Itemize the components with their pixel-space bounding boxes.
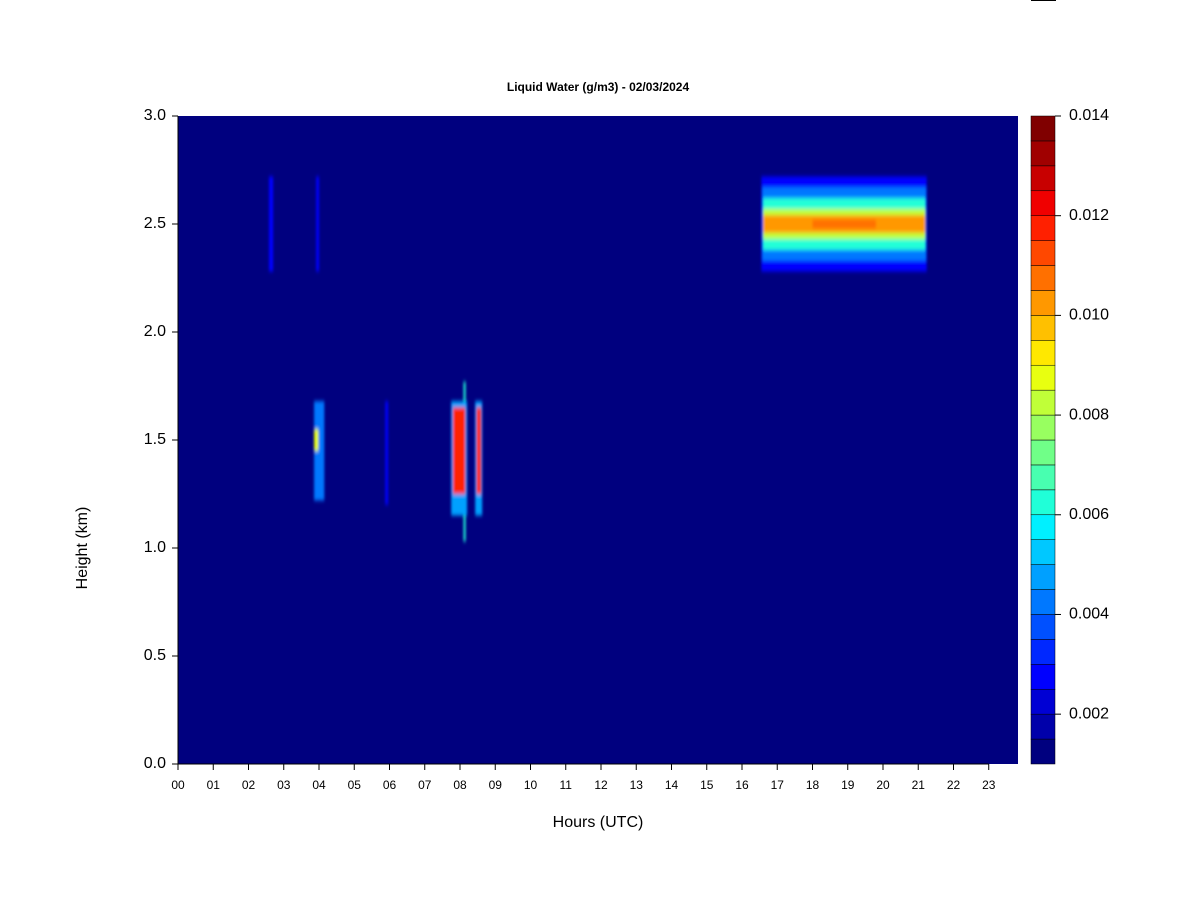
colorbar-band [1030, 265, 1056, 291]
x-tick-label: 00 [171, 778, 185, 792]
heat-cell [314, 429, 319, 451]
colorbar-band [1030, 240, 1056, 266]
heat-cell [314, 401, 325, 501]
y-tick-label: 3.0 [144, 107, 166, 124]
colorbar-band [1030, 340, 1056, 366]
x-tick-label: 10 [524, 778, 538, 792]
x-tick-label: 14 [665, 778, 679, 792]
colorbar-band [1030, 639, 1056, 665]
colorbar-band [1030, 514, 1056, 540]
x-tick-label: 16 [735, 778, 749, 792]
colorbar-band [1030, 738, 1056, 765]
x-tick-label: 15 [700, 778, 714, 792]
colorbar-band [1030, 688, 1056, 715]
colorbar-band [1030, 165, 1056, 192]
x-tick-label: 07 [418, 778, 432, 792]
colorbar-tick-label: 0.008 [1069, 406, 1109, 423]
colorbar-band [1030, 290, 1056, 316]
colorbar-tick-label: 0.004 [1069, 606, 1109, 623]
colorbar-band [1030, 389, 1056, 416]
colorbar-band [1030, 439, 1056, 466]
chart-title: Liquid Water (g/m3) - 02/03/2024 [507, 80, 690, 94]
colorbar-band [1030, 713, 1056, 740]
x-tick-label: 04 [312, 778, 326, 792]
colorbar-tick-label: 0.010 [1069, 307, 1109, 324]
x-tick-label: 13 [630, 778, 644, 792]
colorbar-band [1030, 190, 1056, 216]
x-tick-label: 20 [876, 778, 890, 792]
x-tick-label: 08 [453, 778, 467, 792]
x-tick-label: 22 [947, 778, 961, 792]
x-tick-label: 17 [771, 778, 785, 792]
y-axis-label: Height (km) [74, 507, 91, 590]
colorbar-band [1030, 489, 1056, 516]
x-tick-label: 19 [841, 778, 855, 792]
y-tick-label: 0.0 [144, 755, 166, 772]
colorbar-band [1030, 115, 1056, 142]
colorbar-band [1030, 464, 1056, 491]
x-tick-label: 12 [594, 778, 608, 792]
y-tick-label: 1.0 [144, 539, 166, 556]
colorbar-band [1030, 215, 1056, 241]
x-tick-label: 01 [207, 778, 221, 792]
corner-line [1031, 0, 1056, 1]
x-tick-label: 18 [806, 778, 820, 792]
x-tick-label: 09 [489, 778, 503, 792]
colorbar-tick-label: 0.012 [1069, 207, 1109, 224]
colorbar-tick-label: 0.014 [1069, 107, 1109, 124]
y-tick-label: 2.5 [144, 215, 166, 232]
colorbar-band [1030, 564, 1056, 590]
colorbar-band [1030, 364, 1056, 391]
colorbar-band [1030, 140, 1056, 167]
heat-cell [812, 219, 876, 229]
heat-cell [452, 407, 466, 494]
colorbar-band [1030, 664, 1056, 690]
x-tick-label: 03 [277, 778, 291, 792]
colorbar-band [1030, 414, 1056, 441]
y-tick-label: 1.5 [144, 431, 166, 448]
x-tick-label: 05 [348, 778, 362, 792]
patches [268, 176, 927, 542]
colorbar-tick-label: 0.006 [1069, 506, 1109, 523]
heat-cell [476, 407, 482, 494]
x-tick-label: 11 [560, 778, 573, 792]
colorbar-band [1030, 539, 1056, 565]
heat-cell [316, 176, 319, 272]
x-tick-label: 23 [982, 778, 996, 792]
y-tick-label: 2.0 [144, 323, 166, 340]
heat-cell [385, 401, 389, 505]
x-tick-label: 21 [912, 778, 926, 792]
x-axis-label: Hours (UTC) [553, 814, 644, 831]
x-tick-label: 06 [383, 778, 397, 792]
x-tick-label: 02 [242, 778, 256, 792]
colorbar-band [1030, 614, 1056, 640]
colorbar-band [1030, 589, 1056, 615]
colorbar-band [1030, 315, 1056, 341]
heat-cell [268, 176, 274, 272]
colorbar-tick-label: 0.002 [1069, 705, 1109, 722]
y-tick-label: 0.5 [144, 647, 166, 664]
